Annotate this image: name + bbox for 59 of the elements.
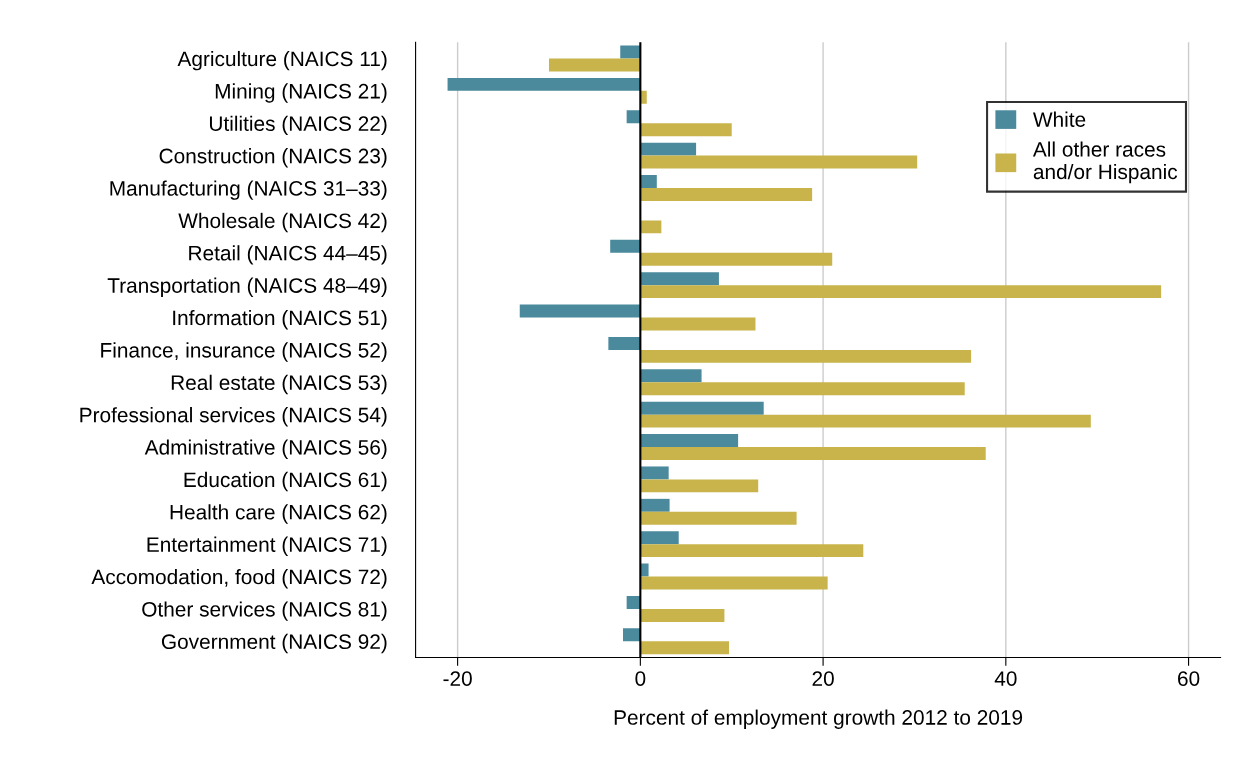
bar (640, 511, 797, 525)
bar (640, 544, 864, 558)
y-tick-label: Agriculture (NAICS 11) (177, 50, 387, 71)
legend-label: White (1032, 111, 1086, 127)
y-tick-label: Mining (NAICS 21) (215, 83, 387, 103)
bar (640, 498, 670, 512)
bar (622, 628, 641, 642)
legend-label: All other races and/or Hispanic (1032, 141, 1178, 184)
bar (640, 382, 965, 396)
bar (640, 414, 1091, 428)
bar (640, 252, 833, 266)
bar (640, 175, 657, 188)
bar (610, 239, 641, 253)
x-tick-label: 20 (812, 671, 834, 686)
x-tick-label: 0 (635, 671, 646, 686)
bar (640, 285, 1162, 299)
y-tick-label: Construction (NAICS 23) (159, 148, 387, 168)
bar (640, 123, 732, 137)
x-axis-title: Percent of employment growth 2012 to 2019 (614, 709, 1023, 729)
bar (548, 58, 641, 72)
y-tick-label: Retail (NAICS 44–45) (189, 245, 387, 265)
bar (608, 336, 641, 350)
y-tick-label: Education (NAICS 61) (184, 471, 387, 492)
y-tick-label: Transportation (NAICS 48–49) (107, 277, 387, 298)
y-tick-label: Entertainment (NAICS 71) (147, 536, 387, 557)
y-tick-label: Health care (NAICS 62) (170, 504, 387, 524)
bar (640, 317, 756, 331)
x-tick-label: 60 (1178, 671, 1200, 686)
bar (640, 641, 729, 655)
bar (640, 608, 725, 622)
bar (640, 188, 813, 201)
y-tick-label: Finance, insurance (NAICS 52) (101, 342, 387, 362)
y-tick-label: Real estate (NAICS 53) (171, 374, 387, 395)
bar (640, 369, 702, 383)
y-tick-label: Utilities (NAICS 22) (209, 115, 387, 136)
y-tick-label: Government (NAICS 92) (161, 633, 387, 654)
y-tick-label: Accomodation, food (NAICS 72) (91, 569, 387, 589)
bar (640, 447, 986, 460)
bar (640, 531, 679, 545)
y-tick-label: Manufacturing (NAICS 31–33) (110, 180, 387, 200)
bar (640, 220, 662, 234)
y-tick-label: Professional services (NAICS 54) (80, 407, 387, 427)
bar (447, 77, 641, 91)
bar (640, 479, 759, 493)
bar (640, 466, 669, 480)
bar (640, 434, 739, 448)
y-tick-label: Wholesale (NAICS 42) (178, 212, 387, 233)
bar (640, 401, 764, 415)
bar (640, 155, 918, 169)
y-tick-label: Information (NAICS 51) (173, 309, 387, 330)
x-tick-label: -20 (443, 671, 472, 686)
bar (640, 349, 972, 363)
y-tick-label: Other services (NAICS 81) (142, 601, 387, 621)
bar (519, 304, 641, 318)
bar (640, 142, 697, 156)
bar (640, 272, 719, 286)
x-tick-label: 40 (994, 671, 1017, 686)
y-tick-label: Administrative (NAICS 56) (144, 439, 387, 459)
bar (640, 576, 828, 590)
